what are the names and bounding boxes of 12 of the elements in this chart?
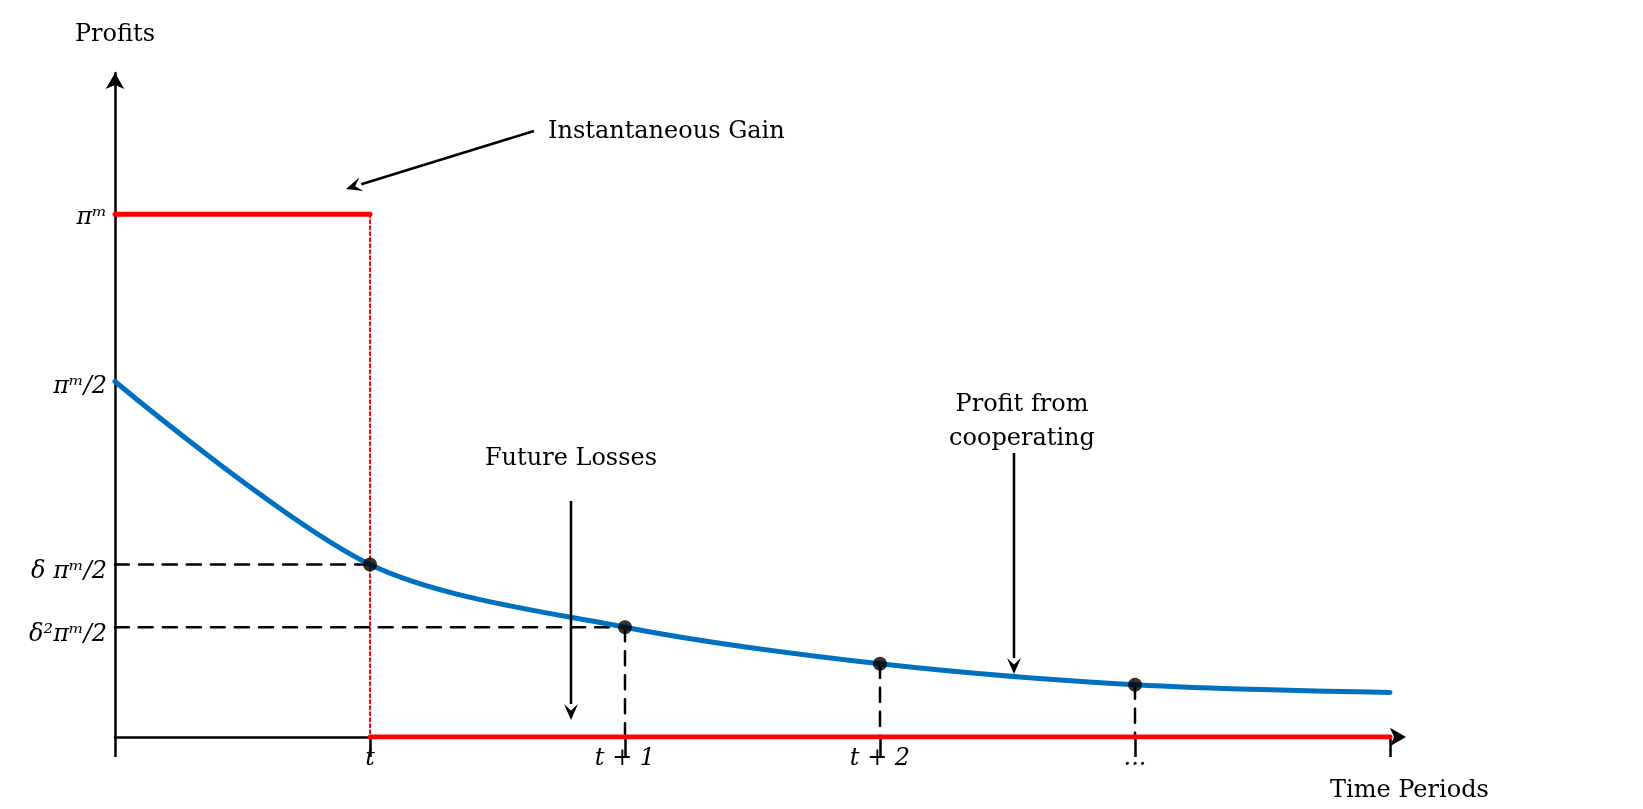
text: δ πᵐ/2 [31,555,107,586]
x-tick-label: ... [1123,743,1147,771]
x-tick-label: t + 2 [849,743,911,771]
text: Instantaneous Gain [548,115,786,146]
text: πᵐ [76,201,107,232]
x-tick-label: t + 1 [594,743,656,771]
x-axis-title: Time Periods [1330,775,1489,803]
annotation: Future Losses [483,442,659,473]
text: πᵐ/2 [53,370,107,401]
annotation: Profit from cooperating [948,388,1096,453]
text: δ²πᵐ/2 [29,618,107,649]
text: Profits [73,18,156,49]
